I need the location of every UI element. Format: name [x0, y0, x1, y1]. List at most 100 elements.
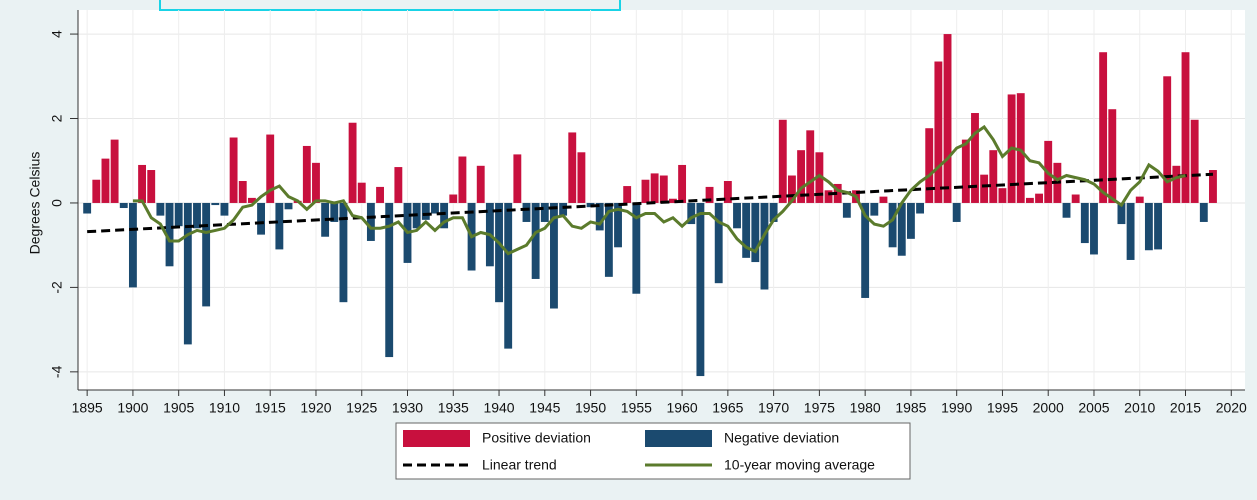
bar: [1080, 202, 1089, 244]
bar: [1199, 202, 1208, 222]
bar: [833, 183, 842, 203]
bar: [559, 202, 568, 216]
bar: [952, 202, 961, 222]
bar: [330, 202, 339, 222]
bar: [376, 186, 384, 203]
bar: [119, 202, 128, 209]
legend-label: 10-year moving average: [724, 457, 875, 473]
x-tick-label: 1965: [712, 400, 743, 416]
bar: [83, 202, 92, 214]
y-tick-label: 2: [49, 114, 65, 122]
bar: [238, 181, 247, 203]
trend-line: [87, 172, 1214, 234]
x-tick-label: 2010: [1124, 400, 1155, 416]
legend-swatch: [403, 430, 470, 447]
bar: [1025, 197, 1034, 203]
bar: [156, 202, 165, 216]
x-tick-label: 1895: [72, 400, 103, 416]
bar: [211, 202, 220, 206]
bar: [138, 164, 147, 203]
x-tick-label: 2005: [1078, 400, 1109, 416]
bar: [1163, 76, 1172, 203]
bar: [760, 202, 769, 290]
bar: [659, 175, 668, 203]
bar: [220, 202, 229, 216]
bar: [595, 202, 604, 231]
bar: [1172, 165, 1181, 203]
bar: [641, 179, 650, 203]
bar: [229, 137, 238, 203]
bar: [339, 202, 348, 303]
bar: [1209, 170, 1217, 203]
x-tick-label: 1990: [941, 400, 972, 416]
bar: [705, 186, 714, 203]
bar: [1181, 52, 1190, 203]
x-tick-label: 1945: [529, 400, 560, 416]
bar: [476, 165, 485, 203]
bar: [1035, 193, 1043, 203]
bar: [906, 202, 915, 239]
bar: [513, 154, 522, 203]
bar: [531, 202, 540, 279]
y-axis-title: Degrees Celsius: [27, 152, 43, 255]
bar: [348, 122, 357, 203]
bar: [870, 202, 879, 216]
bar: [787, 175, 796, 203]
bar: [1071, 194, 1080, 203]
bar: [357, 182, 366, 203]
x-tick-label: 1940: [483, 400, 514, 416]
x-tick-label: 1950: [575, 400, 606, 416]
bar: [440, 202, 449, 229]
bar: [943, 34, 952, 203]
y-tick-label: 0: [49, 199, 65, 207]
bar: [174, 202, 183, 227]
bar: [696, 202, 705, 377]
bar: [550, 202, 558, 309]
y-tick-label: 4: [49, 30, 65, 38]
bar: [980, 174, 989, 203]
bar: [815, 152, 824, 203]
bar: [284, 202, 293, 210]
bar: [623, 186, 632, 203]
bar: [888, 202, 897, 248]
bar: [257, 202, 265, 235]
bar: [604, 202, 613, 277]
bar: [861, 202, 870, 298]
bar: [723, 181, 732, 203]
x-tick-label: 1920: [300, 400, 331, 416]
x-tick-label: 1975: [804, 400, 835, 416]
bar: [495, 202, 503, 303]
bar: [110, 139, 119, 203]
bar: [366, 202, 375, 241]
bar: [742, 202, 751, 258]
bar: [147, 170, 156, 203]
bar: [797, 150, 806, 203]
bar: [925, 128, 934, 203]
bar: [687, 202, 696, 225]
bar: [202, 202, 211, 307]
legend-label: Linear trend: [482, 457, 557, 473]
x-tick-label: 1995: [987, 400, 1018, 416]
bar: [128, 202, 137, 288]
bar: [431, 202, 439, 214]
x-tick-label: 1930: [392, 400, 423, 416]
bar: [989, 150, 998, 203]
x-tick-label: 1915: [255, 400, 286, 416]
bar: [568, 132, 577, 203]
bar: [458, 156, 467, 203]
x-tick-label: 1905: [163, 400, 194, 416]
legend-swatch: [645, 430, 712, 447]
bar: [266, 134, 275, 203]
bar: [165, 202, 174, 267]
bar: [971, 113, 979, 203]
x-tick-label: 1910: [209, 400, 240, 416]
moving-average-line: [132, 124, 1186, 256]
bar: [275, 202, 284, 250]
bar: [778, 119, 787, 203]
bar: [751, 202, 760, 263]
x-tick-label: 1985: [895, 400, 926, 416]
bar: [897, 202, 906, 256]
bar: [650, 173, 659, 203]
bar: [806, 130, 815, 203]
